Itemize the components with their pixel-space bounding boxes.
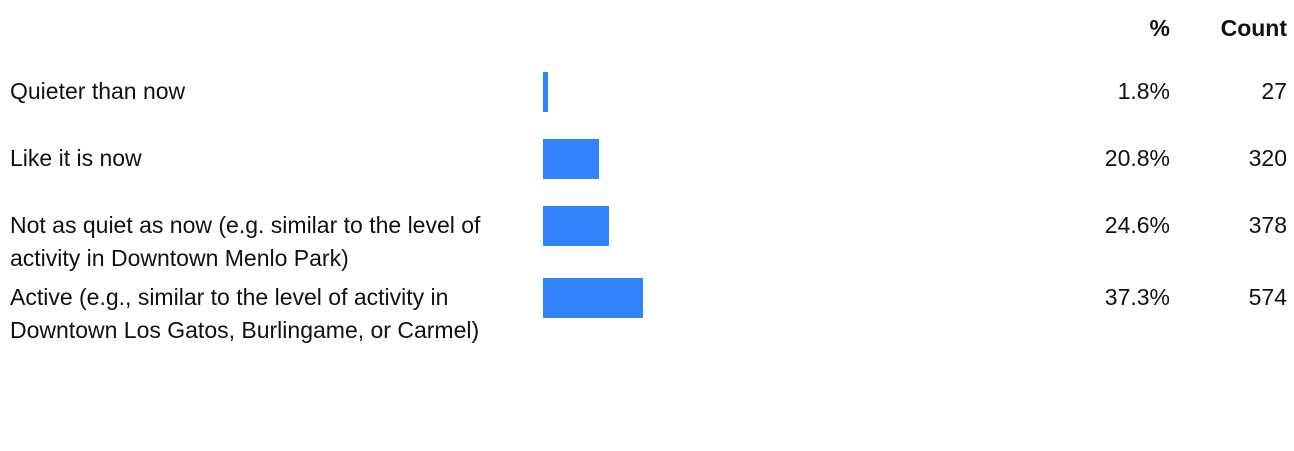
- count-label: 574: [1248, 284, 1287, 310]
- row-label: Not as quiet as now (e.g. similar to the…: [10, 212, 481, 271]
- percent-label: 37.3%: [1104, 284, 1170, 310]
- column-header: Count: [1220, 15, 1287, 41]
- count-label: 378: [1248, 212, 1287, 238]
- percent-label: 20.8%: [1104, 145, 1170, 171]
- bar: [543, 278, 643, 318]
- column-header: %: [1149, 15, 1170, 41]
- row-label: Like it is now: [10, 145, 142, 171]
- bar: [543, 72, 548, 112]
- bar: [543, 139, 599, 179]
- percent-label: 24.6%: [1104, 212, 1170, 238]
- row-label: Active (e.g., similar to the level of ac…: [10, 284, 480, 343]
- count-label: 27: [1261, 78, 1287, 104]
- count-label: 320: [1248, 145, 1287, 171]
- percent-label: 1.8%: [1117, 78, 1170, 104]
- bar: [543, 206, 609, 246]
- row-label: Quieter than now: [10, 78, 186, 104]
